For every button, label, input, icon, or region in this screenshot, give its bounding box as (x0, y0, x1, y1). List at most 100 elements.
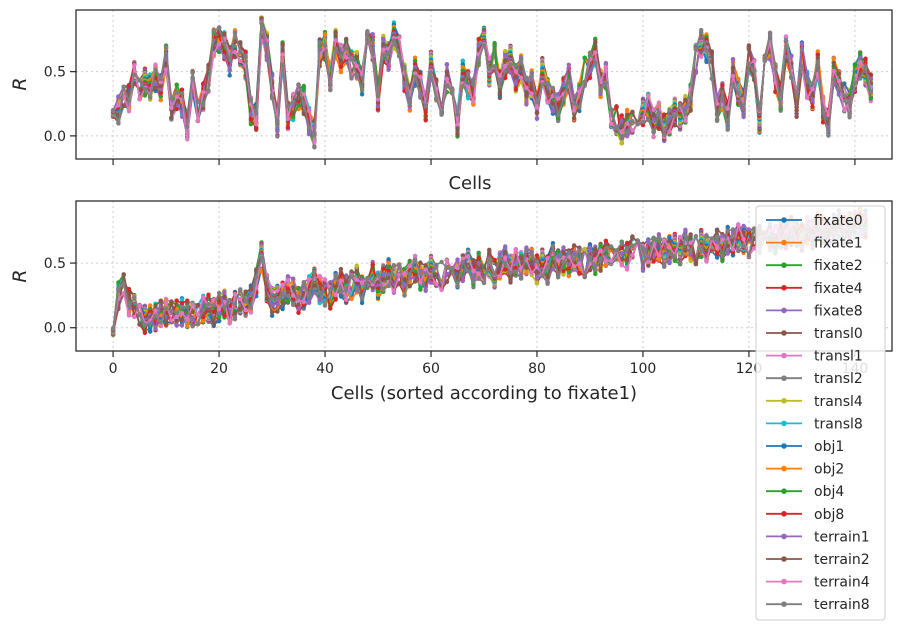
series-point (603, 64, 609, 70)
series-point (328, 306, 333, 311)
series-point (126, 98, 132, 104)
series-point (683, 93, 688, 99)
series-point (174, 322, 179, 328)
series-point (752, 58, 757, 64)
series-point (455, 132, 460, 137)
series-point (254, 111, 259, 116)
series-point (275, 129, 280, 134)
series-point (460, 68, 465, 73)
series-point (513, 75, 518, 80)
series-point (418, 74, 423, 80)
series-point (397, 54, 402, 59)
series-point (688, 232, 693, 237)
series-point (132, 62, 137, 68)
series-point (508, 70, 513, 75)
series-point (407, 284, 412, 289)
series-point (651, 259, 656, 264)
series-point (126, 313, 132, 318)
series-point (153, 88, 158, 94)
series-point (847, 115, 852, 120)
series-point (153, 62, 158, 67)
series-point (227, 68, 232, 73)
series-point (121, 84, 126, 89)
series-point (476, 36, 481, 42)
series-point (503, 267, 508, 272)
series-point (699, 54, 704, 59)
series-point (349, 76, 354, 81)
series-point (285, 116, 291, 122)
series-point (529, 91, 534, 96)
series-point (232, 55, 238, 60)
series-point (465, 71, 471, 76)
series-point (730, 73, 736, 79)
series-point (810, 104, 815, 110)
series-point (534, 99, 540, 105)
series-point (232, 317, 238, 322)
series-point (635, 122, 640, 127)
series-point (306, 108, 312, 114)
series-point (285, 104, 291, 109)
series-point (174, 90, 179, 95)
series-point (132, 314, 137, 320)
series-point (153, 67, 158, 72)
series-point (275, 134, 280, 139)
series-point (169, 299, 174, 304)
series-point (142, 87, 148, 92)
series-point (110, 107, 116, 113)
series-point (619, 136, 624, 141)
series-point (434, 96, 439, 101)
series-point (831, 56, 836, 61)
series-point (354, 263, 359, 268)
series-point (179, 323, 185, 328)
series-point (476, 266, 481, 271)
series-point (783, 38, 789, 43)
series-point (577, 105, 582, 110)
series-point (852, 63, 858, 69)
series-point (741, 106, 746, 111)
series-point (418, 260, 423, 265)
series-point (693, 70, 699, 76)
series-point (624, 121, 630, 126)
series-point (524, 77, 529, 82)
series-point (381, 33, 386, 38)
series-point (667, 260, 672, 266)
series-point (534, 116, 540, 122)
series-point (858, 76, 863, 81)
series-point (624, 240, 630, 246)
series-point (248, 122, 254, 127)
series-point (566, 62, 571, 67)
series-point (534, 253, 540, 258)
series-point (211, 320, 216, 326)
series-point (349, 57, 354, 62)
series-point (624, 112, 630, 118)
series-point (412, 74, 418, 79)
series-point (545, 100, 550, 105)
series-point (296, 286, 301, 291)
series-point (725, 243, 730, 249)
series-point (757, 107, 762, 112)
series-point (805, 95, 810, 101)
series-point (216, 25, 222, 31)
series-point (577, 108, 582, 114)
series-point (741, 114, 746, 120)
series-point (476, 57, 481, 62)
series-point (158, 90, 163, 96)
series-point (455, 112, 460, 117)
series-point (222, 54, 227, 60)
series-point (460, 278, 465, 284)
series-point (720, 258, 725, 264)
series-point (646, 93, 651, 98)
series-point (412, 58, 418, 64)
series-point (858, 55, 863, 61)
series-point (487, 247, 492, 252)
series-point (174, 106, 179, 112)
series-point (439, 112, 444, 117)
series-point (280, 52, 285, 57)
top-panel: 0.00.5 Cells R (9, 9, 893, 194)
series-point (391, 46, 397, 51)
series-point (185, 324, 190, 329)
series-point (571, 243, 577, 248)
series-point (699, 27, 704, 33)
series-point (418, 286, 423, 291)
